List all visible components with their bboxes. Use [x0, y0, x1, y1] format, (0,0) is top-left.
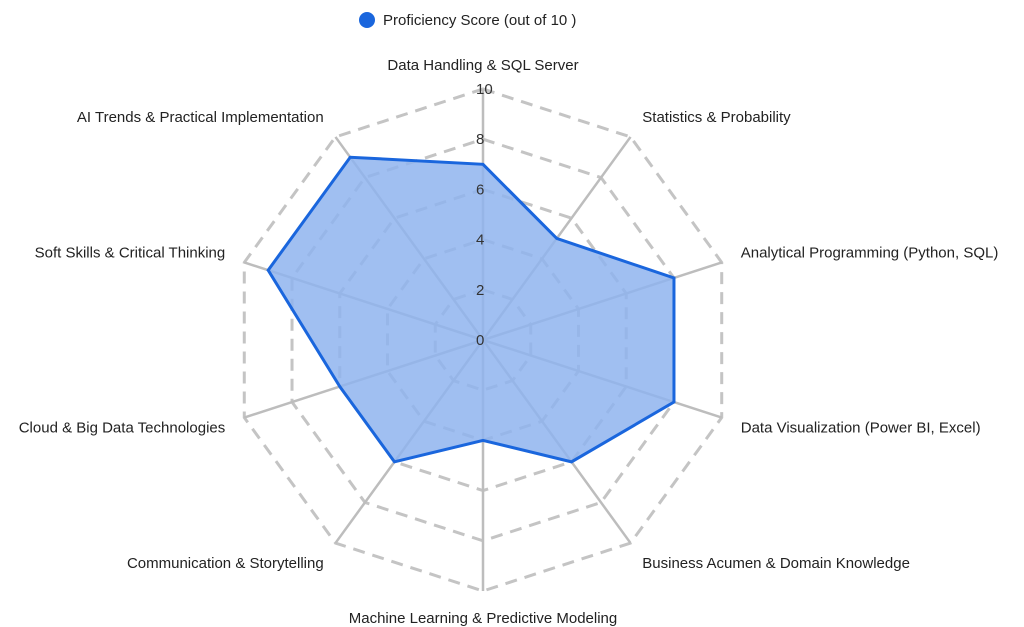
axis-label: Cloud & Big Data Technologies — [19, 420, 226, 437]
legend-label: Proficiency Score (out of 10 ) — [383, 12, 576, 29]
axis-label: Machine Learning & Predictive Modeling — [349, 610, 617, 627]
legend: Proficiency Score (out of 10 ) — [359, 12, 576, 29]
axis-labels: Data Handling & SQL Server Statistics & P… — [19, 57, 999, 627]
axis-label: AI Trends & Practical Implementation — [77, 109, 324, 126]
axis-label: Data Handling & SQL Server — [387, 57, 578, 74]
axis-label: Analytical Programming (Python, SQL) — [741, 244, 999, 261]
tick-label: 8 — [476, 131, 484, 148]
axis-label: Communication & Storytelling — [127, 555, 324, 572]
axis-label: Business Acumen & Domain Knowledge — [642, 555, 910, 572]
axis-label: Data Visualization (Power BI, Excel) — [741, 420, 981, 437]
tick-label: 10 — [476, 81, 493, 98]
axis-label: Soft Skills & Critical Thinking — [35, 244, 226, 261]
axis-label: Statistics & Probability — [642, 109, 791, 126]
tick-label: 0 — [476, 332, 484, 349]
tick-label: 4 — [476, 232, 484, 249]
series-layer — [266, 155, 676, 464]
radial-tick-labels: 0 2 4 6 8 10 — [476, 81, 493, 349]
series-area — [266, 155, 676, 464]
tick-label: 6 — [476, 181, 484, 198]
legend-marker — [359, 12, 375, 28]
tick-label: 2 — [476, 282, 484, 299]
